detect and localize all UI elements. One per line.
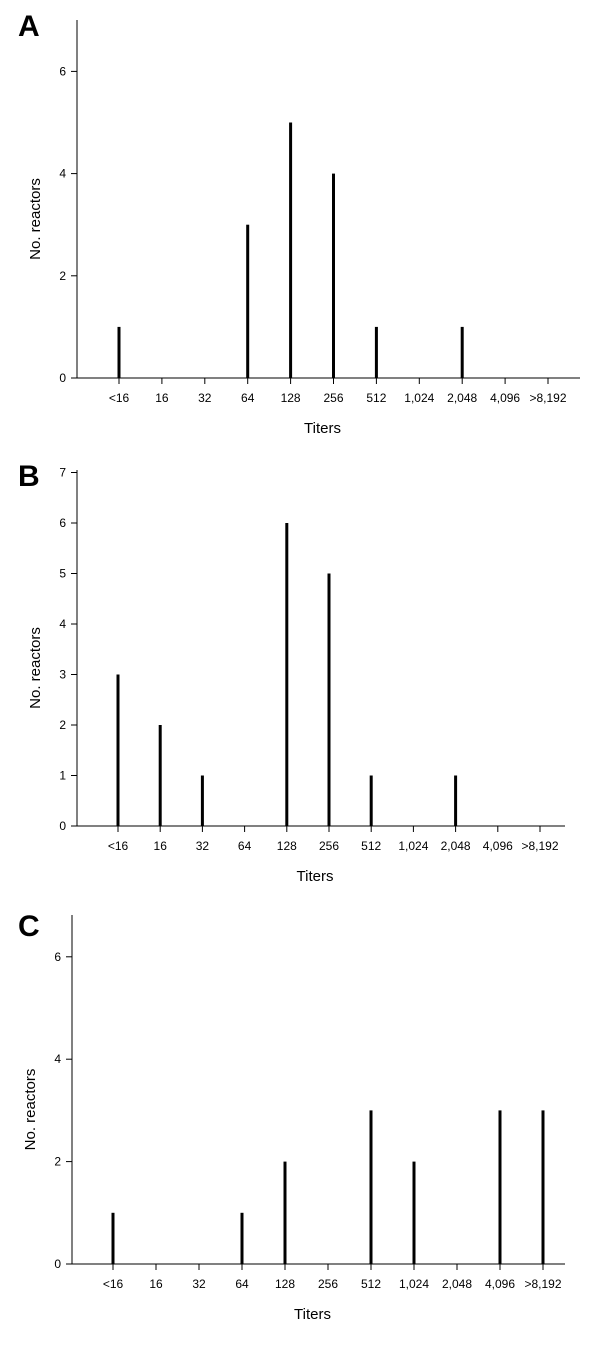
bar: [158, 725, 162, 826]
panel-letter-a: A: [18, 10, 40, 43]
x-tick-label: 64: [238, 839, 252, 853]
x-tick-label: 4,096: [485, 1277, 515, 1291]
y-tick-label: 6: [59, 516, 66, 530]
y-axis-title: No. reactors: [22, 1069, 39, 1151]
chart-panel-c: C 0 2 4 6 <16 16 32 64 128 256 512 1,024 2,048 4,096 >…: [0, 900, 600, 1350]
y-tick-label: 3: [59, 668, 66, 682]
bar: [498, 1110, 502, 1264]
bar: [246, 224, 250, 378]
x-axis-title: Titers: [294, 1306, 331, 1323]
x-tick-label: 32: [196, 839, 210, 853]
bar-chart-c: 0 2 4 6 <16 16 32 64 128 256 512 1,024 2,048 4,096 >8,…: [22, 915, 565, 1323]
bar: [369, 1110, 373, 1264]
x-tick-label: 128: [277, 839, 297, 853]
x-tick-label: 16: [155, 391, 169, 405]
bar: [374, 326, 378, 378]
chart-panel-a: A 0 2 4 6 <16 16 32 64 128 256 512 1,024 2,048 4,096 >…: [0, 0, 600, 450]
bar: [332, 173, 335, 378]
x-tick-label: 1,024: [399, 1277, 429, 1291]
x-tick-label: 4,096: [483, 839, 513, 853]
y-tick-label: 4: [59, 167, 66, 181]
y-axis-title: No. reactors: [27, 178, 44, 260]
y-axis-title: No. reactors: [27, 627, 44, 709]
x-tick-label: 16: [149, 1277, 163, 1291]
x-tick-label: <16: [108, 839, 129, 853]
x-tick-label: 64: [235, 1277, 249, 1291]
y-tick-label: 2: [59, 718, 66, 732]
bar: [460, 326, 464, 378]
x-tick-label: >8,192: [524, 1277, 561, 1291]
x-axis-title: Titers: [297, 868, 334, 885]
x-tick-label: 32: [192, 1277, 206, 1291]
bar-chart-b: 0 1 2 3 4 5 6 7 <16 16 32 64 128 256 512 1,024 2,048 4,09…: [27, 466, 565, 885]
bar: [283, 1161, 287, 1264]
bar: [200, 775, 204, 826]
bar: [116, 674, 120, 826]
y-tick-label: 0: [54, 1257, 61, 1271]
x-axis-title: Titers: [304, 420, 341, 437]
bar: [454, 775, 458, 826]
y-tick-label: 4: [59, 617, 66, 631]
x-tick-label: 256: [319, 839, 339, 853]
y-tick-label: 6: [59, 64, 66, 78]
x-tick-label: <16: [109, 391, 130, 405]
y-tick-label: 0: [59, 819, 66, 833]
y-tick-label: 5: [59, 567, 66, 581]
bar: [327, 573, 331, 826]
x-tick-label: 512: [361, 839, 381, 853]
y-tick-label: 0: [59, 371, 66, 385]
x-tick-label: 1,024: [398, 839, 428, 853]
x-tick-label: 256: [318, 1277, 338, 1291]
y-tick-label: 7: [59, 466, 66, 480]
panel-letter-b: B: [18, 460, 40, 493]
bar: [289, 122, 293, 378]
bar: [541, 1110, 545, 1264]
x-tick-label: 1,024: [404, 391, 434, 405]
x-tick-label: 4,096: [490, 391, 520, 405]
x-tick-label: >8,192: [529, 391, 566, 405]
x-tick-label: 512: [366, 391, 386, 405]
bar: [412, 1161, 416, 1264]
x-tick-label: 64: [241, 391, 255, 405]
bar: [111, 1212, 115, 1264]
x-tick-label: >8,192: [521, 839, 558, 853]
chart-panel-b: B 0 1 2 3 4 5 6 7 <16 16 32 64 128 256 512 1,024 2,048 4,…: [0, 450, 600, 900]
bar: [285, 523, 289, 826]
bar: [240, 1212, 244, 1264]
y-tick-label: 2: [59, 269, 66, 283]
x-tick-label: 128: [281, 391, 301, 405]
y-tick-label: 6: [54, 950, 61, 964]
x-tick-label: 2,048: [442, 1277, 472, 1291]
x-tick-label: 16: [154, 839, 168, 853]
x-tick-label: <16: [103, 1277, 124, 1291]
bar: [369, 775, 373, 826]
x-tick-label: 2,048: [447, 391, 477, 405]
x-tick-label: 32: [198, 391, 212, 405]
bar-chart-a: 0 2 4 6 <16 16 32 64 128 256 512 1,024 2,048 4,096 >8,…: [27, 20, 580, 437]
y-tick-label: 1: [59, 769, 66, 783]
y-tick-label: 4: [54, 1052, 61, 1066]
x-tick-label: 128: [275, 1277, 295, 1291]
x-tick-label: 2,048: [441, 839, 471, 853]
x-tick-label: 256: [323, 391, 343, 405]
panel-letter-c: C: [18, 910, 40, 943]
y-tick-label: 2: [54, 1155, 61, 1169]
bar: [117, 326, 121, 378]
x-tick-label: 512: [361, 1277, 381, 1291]
